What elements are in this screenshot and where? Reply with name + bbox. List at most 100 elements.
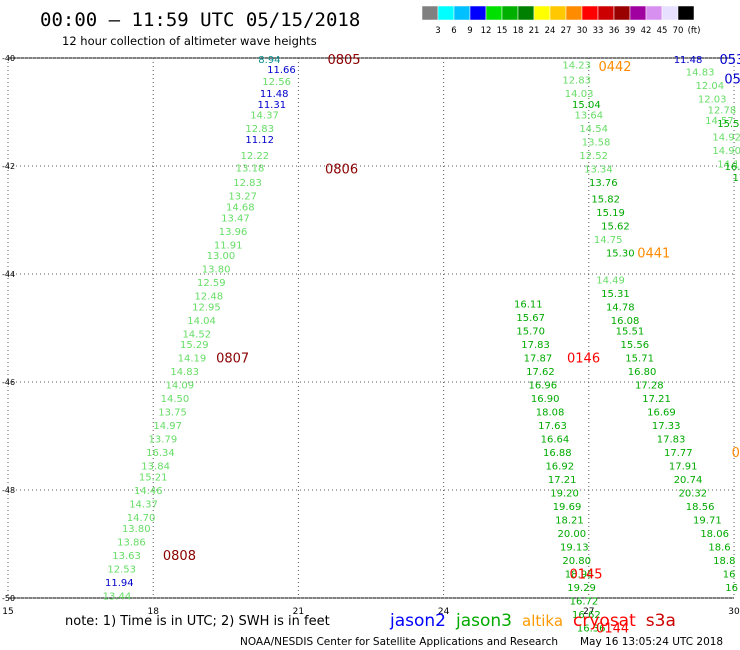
y-tick-label: -48 bbox=[2, 486, 15, 495]
legend-label: 45 bbox=[657, 26, 668, 36]
wave-height-value: 12.78 bbox=[708, 105, 737, 116]
pass-time-label: 0145 bbox=[569, 568, 602, 583]
legend-label: 42 bbox=[641, 26, 652, 36]
wave-height-value: 16.36 bbox=[577, 624, 606, 635]
wave-height-value: 17.63 bbox=[538, 421, 567, 432]
wave-height-value: 15.56 bbox=[620, 340, 649, 351]
wave-height-value: 13.27 bbox=[228, 192, 257, 203]
wave-height-value: 19.69 bbox=[553, 502, 582, 513]
wave-height-value: 15.19 bbox=[596, 208, 625, 219]
wave-height-value: 16.92 bbox=[545, 462, 574, 473]
legend-swatch bbox=[629, 5, 647, 21]
wave-height-value: 16.96 bbox=[528, 381, 557, 392]
wave-height-value: 14.92 bbox=[712, 132, 740, 143]
legend-swatch bbox=[677, 5, 695, 21]
wave-height-value: 15.70 bbox=[516, 327, 545, 338]
wave-height-value: 12.48 bbox=[195, 292, 224, 303]
wave-height-value: 12.59 bbox=[197, 278, 226, 289]
wave-height-value: 14.97 bbox=[153, 421, 182, 432]
plot-grid bbox=[7, 57, 735, 599]
wave-height-value: 18.21 bbox=[555, 516, 584, 527]
wave-height-value: 20.00 bbox=[558, 529, 587, 540]
legend-swatch bbox=[437, 5, 455, 21]
wave-height-value: 19.13 bbox=[560, 543, 589, 554]
wave-height-value: 13.86 bbox=[117, 537, 146, 548]
wave-height-value: 16 bbox=[725, 583, 738, 594]
satellite-label: jason3 bbox=[455, 611, 512, 631]
x-tick-label: 21 bbox=[293, 607, 304, 617]
chart-subtitle: 12 hour collection of altimeter wave hei… bbox=[62, 34, 317, 48]
satellite-label: cryosat bbox=[573, 611, 636, 631]
wave-height-value: 16 bbox=[723, 570, 736, 581]
y-tick-label: -40 bbox=[2, 54, 15, 63]
wave-height-value: 14.49 bbox=[596, 275, 625, 286]
legend-label: 3 bbox=[435, 26, 440, 36]
wave-height-value: 12.04 bbox=[695, 81, 724, 92]
pass-time-label: 0808 bbox=[163, 549, 196, 564]
wave-height-value: 14.46 bbox=[134, 486, 163, 497]
wave-height-value: 14.90 bbox=[712, 146, 740, 157]
wave-height-value: 11.66 bbox=[267, 65, 296, 76]
pass-time-label: 0807 bbox=[216, 352, 249, 367]
wave-height-value: 19.29 bbox=[567, 583, 596, 594]
wave-height-value: 16.34 bbox=[146, 448, 175, 459]
wave-height-value: 13.80 bbox=[122, 524, 151, 535]
wave-height-value: 16.11 bbox=[514, 300, 543, 311]
legend-swatch bbox=[453, 5, 471, 21]
wave-height-value: 14.83 bbox=[686, 68, 715, 79]
legend-swatch bbox=[661, 5, 679, 21]
legend-label: 12 bbox=[481, 26, 492, 36]
x-tick-label: 24 bbox=[438, 607, 450, 617]
wave-height-value: 16.69 bbox=[647, 408, 676, 419]
wave-height-value: 16.08 bbox=[611, 316, 640, 327]
legend-label: 9 bbox=[467, 26, 472, 36]
wave-height-value: 13.76 bbox=[589, 178, 618, 189]
legend-swatch bbox=[549, 5, 567, 21]
footer-timestamp: May 16 13:05:24 UTC 2018 bbox=[580, 636, 723, 648]
wave-height-value: 17.91 bbox=[669, 462, 698, 473]
y-tick-label: -50 bbox=[2, 594, 15, 603]
wave-height-value: 15.31 bbox=[601, 289, 630, 300]
wave-height-value: 15.67 bbox=[516, 313, 545, 324]
x-tick-label: 18 bbox=[147, 607, 159, 617]
pass-time-label: 0806 bbox=[325, 163, 358, 178]
wave-height-value: 15.30 bbox=[606, 248, 635, 259]
wave-height-value: 13.18 bbox=[236, 164, 265, 175]
legend-swatch bbox=[421, 5, 439, 21]
wave-height-value: 12.53 bbox=[107, 564, 136, 575]
wave-height-value: 14.70 bbox=[127, 513, 156, 524]
wave-height-value: 18.8 bbox=[713, 556, 735, 567]
wave-height-value: 14.83 bbox=[170, 367, 199, 378]
legend-swatch bbox=[517, 5, 535, 21]
wave-height-value: 11.94 bbox=[105, 578, 134, 589]
wave-height-value: 13.64 bbox=[574, 111, 603, 122]
wave-height-value: 14.52 bbox=[182, 329, 211, 340]
wave-height-value: 13.84 bbox=[141, 462, 170, 473]
wave-height-value: 17.21 bbox=[548, 475, 577, 486]
wave-height-value: 17.21 bbox=[642, 394, 671, 405]
axis-tick-labels: 15 18 21 24 27 30 -40 -42 -44 -46 -48 -50 bbox=[2, 54, 740, 617]
wave-height-value: 18.08 bbox=[536, 408, 565, 419]
wave-height-value: 14.78 bbox=[606, 302, 635, 313]
satellite-label: jason2 bbox=[389, 611, 446, 631]
wave-height-value: 13.79 bbox=[149, 435, 178, 446]
wave-height-value: 14.09 bbox=[165, 381, 194, 392]
wave-height-value: 13.44 bbox=[103, 591, 132, 602]
wave-height-value: 12.56 bbox=[262, 77, 291, 88]
x-tick-label: 27 bbox=[583, 607, 594, 617]
legend-label: 39 bbox=[625, 26, 636, 36]
wave-height-value: 11.48 bbox=[674, 55, 703, 66]
wave-height-value: 13.63 bbox=[112, 551, 141, 562]
legend-label: 30 bbox=[577, 26, 588, 36]
wave-height-value: 14.11 bbox=[717, 159, 740, 170]
wave-height-value: 11.91 bbox=[214, 240, 243, 251]
legend-label: (ft) bbox=[688, 26, 701, 36]
wave-height-value: 14.04 bbox=[187, 316, 216, 327]
wave-height-value: 17.62 bbox=[526, 367, 555, 378]
wave-height-value: 16.13 bbox=[725, 162, 740, 173]
wave-height-value: 15.21 bbox=[139, 473, 168, 484]
legend-swatch bbox=[565, 5, 583, 21]
wave-height-value: 15.82 bbox=[591, 194, 620, 205]
